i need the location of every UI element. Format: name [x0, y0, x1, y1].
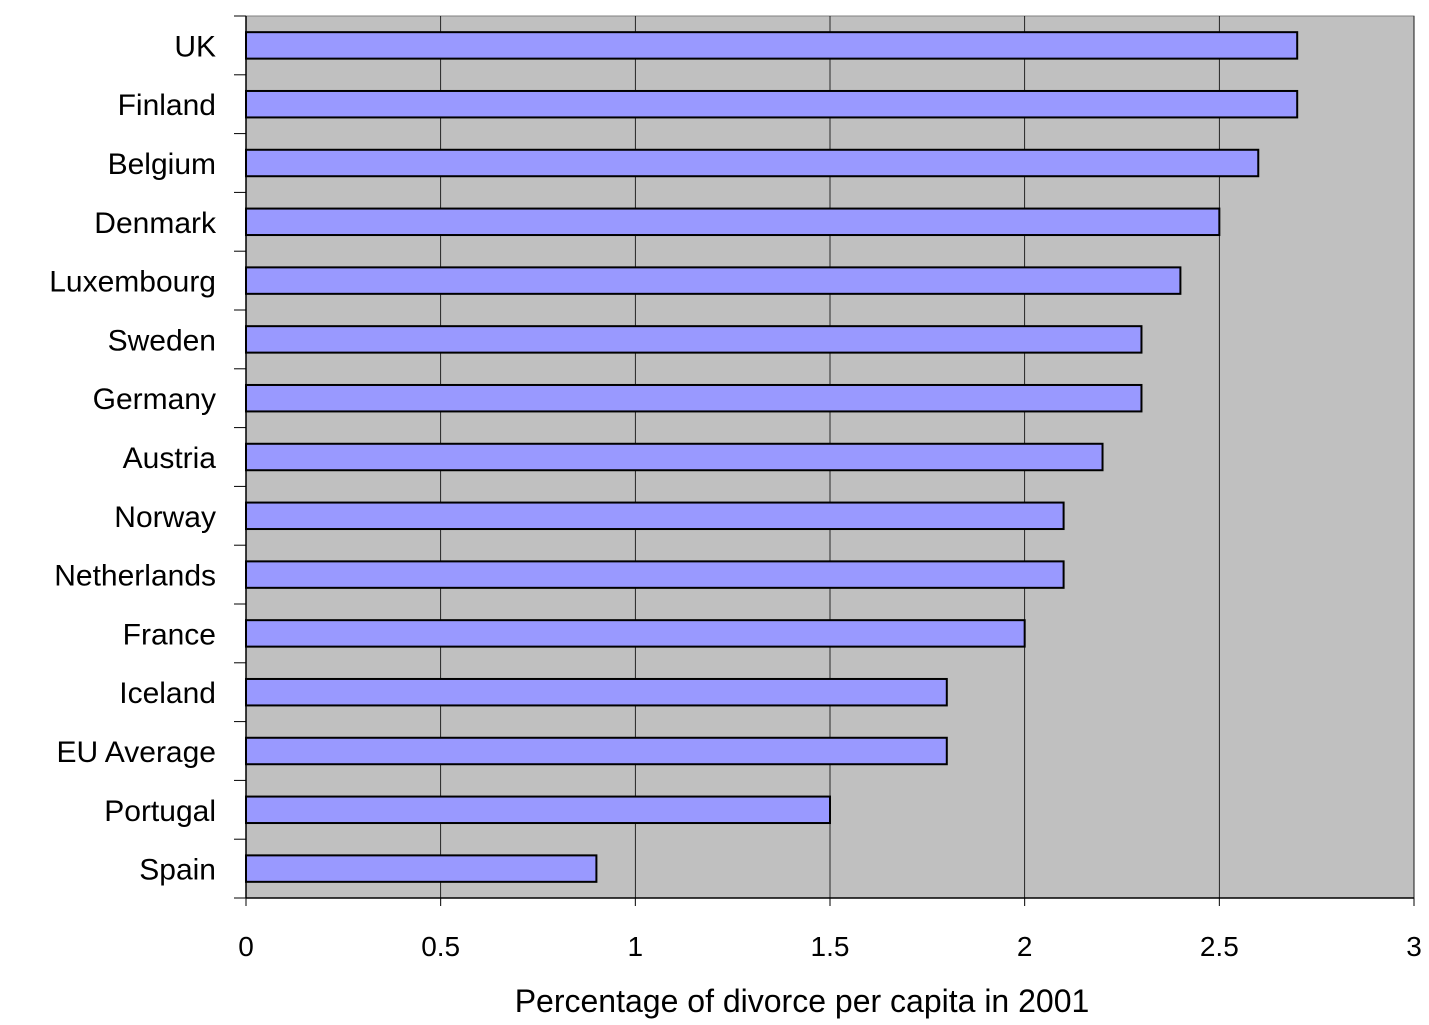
category-label: France: [123, 618, 216, 651]
bar-netherlands: [245, 560, 1065, 589]
bar-finland: [245, 89, 1299, 119]
bar-uk: [245, 31, 1299, 60]
x-axis-title: Percentage of divorce per capita in 2001: [515, 983, 1090, 1019]
category-label: Norway: [114, 501, 216, 534]
x-tick-label: 1: [628, 931, 644, 962]
category-label: Germany: [93, 383, 216, 416]
tick-labels: 0 0.5 1 1.5 2 2.5 3: [238, 931, 1422, 962]
category-label: Belgium: [108, 148, 216, 181]
bar-belgium: [245, 148, 1260, 178]
category-label: Finland: [118, 89, 216, 122]
bar-austria: [245, 442, 1104, 472]
axes: [234, 15, 1415, 906]
category-label: UK: [174, 30, 216, 63]
category-label: Spain: [139, 854, 216, 887]
x-tick-label: 1.5: [811, 931, 850, 962]
x-tick-label: 2.5: [1200, 931, 1239, 962]
bar-denmark: [245, 207, 1221, 237]
category-label: Luxembourg: [49, 266, 216, 299]
category-label: Denmark: [94, 207, 217, 240]
bar-norway: [245, 501, 1065, 531]
bar-luxembourg: [245, 266, 1182, 295]
bar-eu-average: [245, 736, 948, 766]
bar-spain: [245, 854, 598, 883]
bars: [245, 31, 1299, 883]
bar-portugal: [245, 795, 831, 825]
bar-germany: [245, 383, 1143, 413]
category-labels: UK Finland Belgium Denmark Luxembourg Sweden G…: [49, 30, 217, 886]
bar-france: [245, 619, 1026, 648]
x-tick-label: 0.5: [421, 931, 460, 962]
category-label: Iceland: [119, 677, 216, 710]
x-tick-label: 2: [1017, 931, 1033, 962]
bar-iceland: [245, 677, 948, 707]
x-tick-label: 3: [1406, 931, 1422, 962]
bar-sweden: [245, 325, 1143, 354]
category-label: Austria: [123, 442, 217, 475]
category-label: Netherlands: [54, 560, 216, 593]
category-label: Portugal: [104, 795, 216, 828]
category-label: EU Average: [56, 736, 216, 769]
x-tick-label: 0: [238, 931, 254, 962]
category-label: Sweden: [108, 324, 216, 357]
